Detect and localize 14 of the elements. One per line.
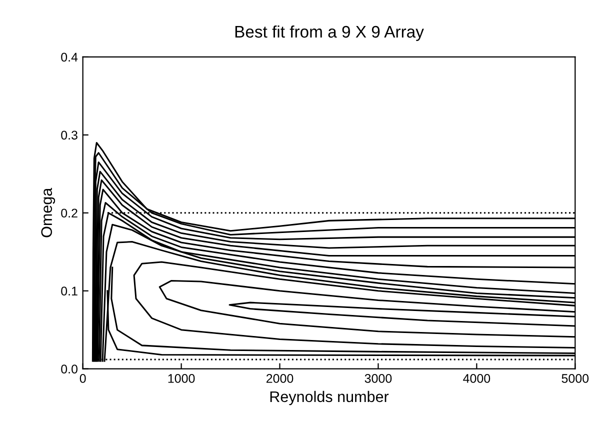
y-tick-label: 0.0 — [61, 364, 78, 374]
x-axis-title: Reynolds number — [270, 390, 389, 406]
y-tick-label: 0.4 — [61, 52, 78, 62]
x-tick-label: 4000 — [463, 374, 490, 383]
y-tick-label: 0.3 — [61, 130, 78, 140]
x-tick-label: 5000 — [562, 374, 589, 383]
y-axis-title: Omega — [41, 188, 56, 238]
y-tick-label: 0.1 — [61, 286, 78, 296]
y-tick-label: 0.2 — [61, 208, 78, 218]
x-tick-label: 2000 — [266, 374, 294, 383]
x-tick-label: 0 — [80, 374, 86, 383]
x-tick-label: 3000 — [364, 374, 392, 383]
x-tick-label: 1000 — [168, 374, 195, 383]
chart-title: Best fit from a 9 X 9 Array — [235, 25, 424, 41]
